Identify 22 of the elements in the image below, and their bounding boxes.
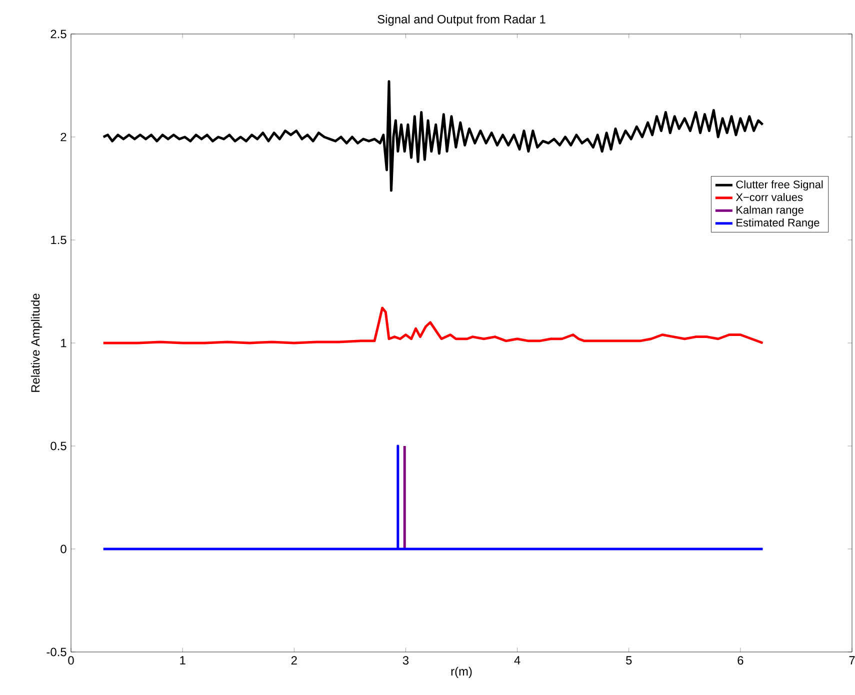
y-tick-label: 1 (61, 338, 66, 348)
y-tick-label: 2 (60, 132, 66, 142)
y-tick-label: 0.5 (50, 442, 66, 450)
legend-label: Kalman range (736, 206, 804, 216)
x-tick-label: 4 (514, 656, 520, 664)
x-tick-label: 7 (849, 656, 855, 664)
x-tick-label: 5 (626, 656, 632, 664)
y-tick-label: 2.5 (50, 30, 66, 38)
legend-label: Estimated Range (736, 218, 820, 229)
y-tick-label: 0 (60, 544, 66, 554)
y-axis-title: Relative Amplitude (30, 294, 42, 392)
legend-label: X−corr values (736, 193, 803, 202)
x-tick-label: 2 (291, 656, 297, 665)
x-tick-label: 0 (68, 656, 74, 665)
y-tick-label: 1.5 (51, 236, 66, 244)
legend-label: Clutter free Signal (736, 180, 823, 191)
chart-title: Signal and Output from Radar 1 (378, 14, 546, 26)
x-tick-label: 1 (180, 656, 186, 664)
x-axis-title: r(m) (451, 666, 472, 678)
y-tick-label: -0.5 (46, 648, 66, 656)
x-tick-label: 6 (738, 656, 744, 665)
x-tick-label: 3 (402, 656, 409, 665)
